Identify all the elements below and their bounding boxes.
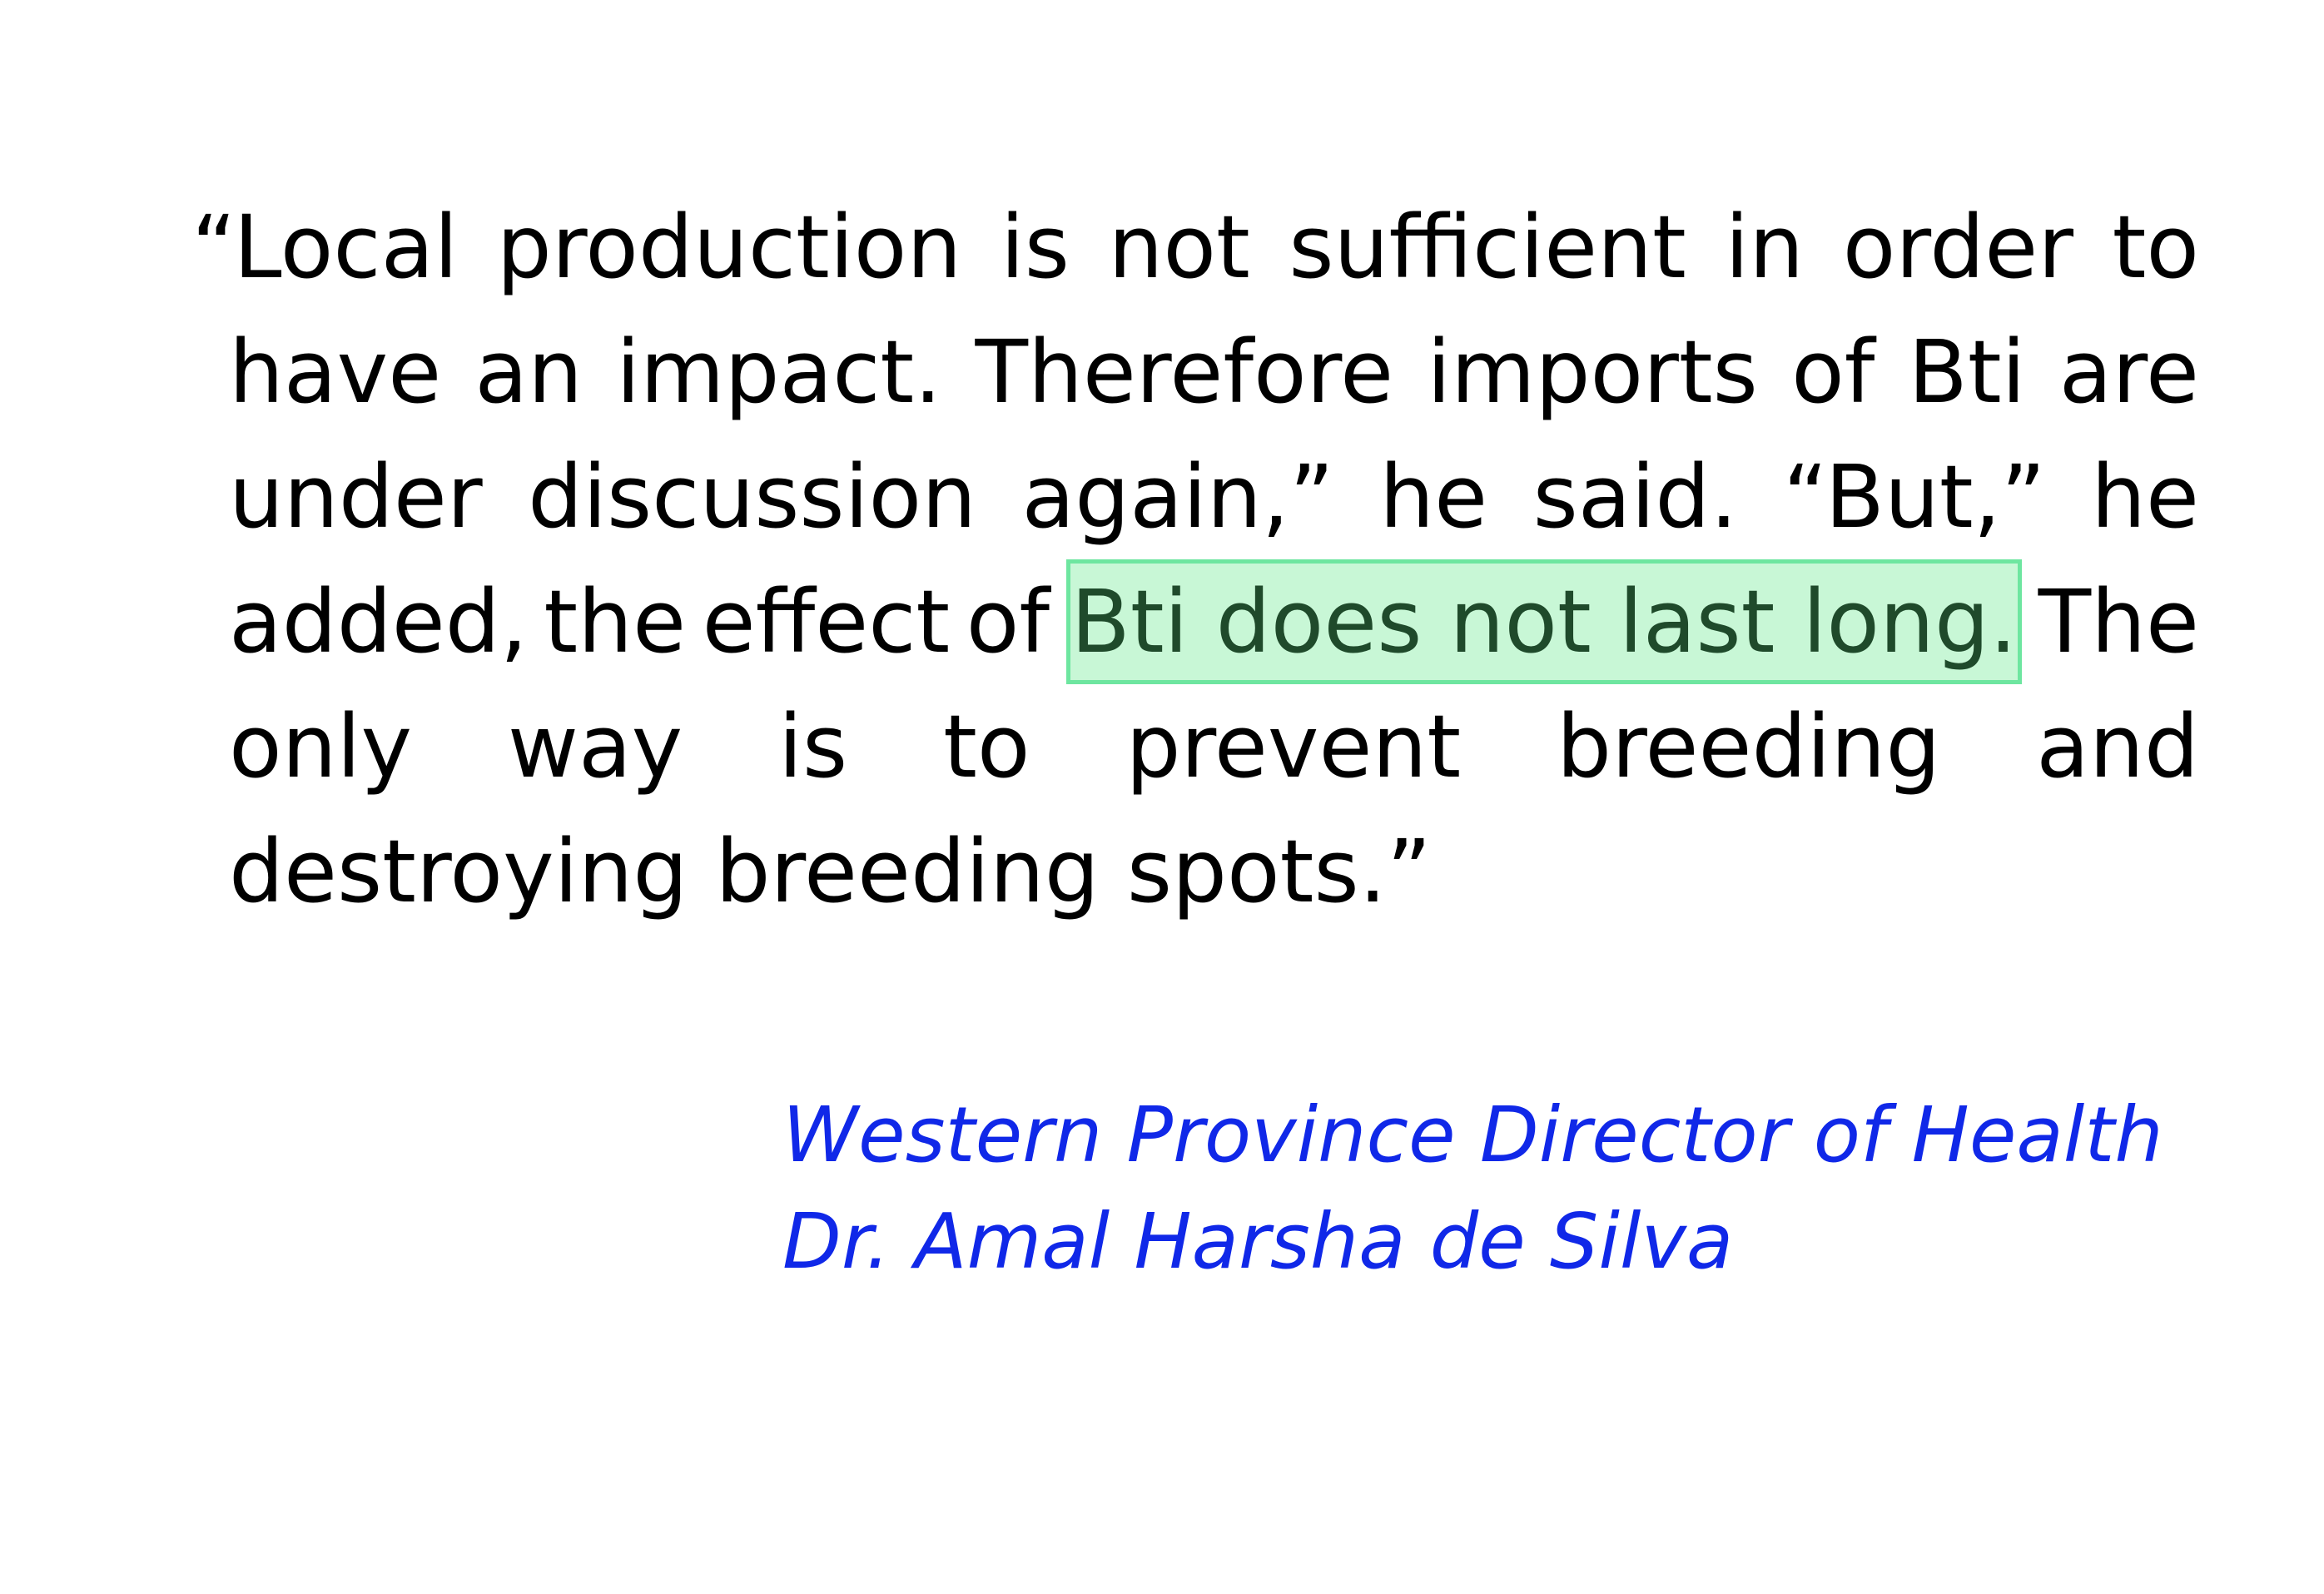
quote-word: he: [1379, 446, 1488, 548]
quote-word: “Local: [191, 196, 459, 298]
quote-word: said.: [1532, 446, 1738, 548]
attribution-name: Dr. Amal Harsha de Silva: [782, 1197, 1734, 1286]
quote-word: to: [943, 696, 1030, 797]
quote-word: Bti: [1908, 321, 2026, 423]
highlighted-phrase: Bti does not last long.: [1065, 559, 2023, 684]
quote-word: added,: [229, 571, 528, 673]
quote-word: to: [2112, 196, 2199, 298]
quote-word: way: [507, 696, 683, 797]
quote-word: is: [778, 696, 848, 797]
attribution: Western Province Director of Health Dr. …: [782, 1082, 2163, 1295]
quote-word: The: [2038, 571, 2199, 673]
quote-word: have: [229, 321, 442, 423]
attribution-title: Western Province Director of Health: [782, 1090, 2163, 1179]
quote-word: and: [2036, 696, 2199, 797]
quote-word: only: [229, 696, 412, 797]
quote-word: is: [1000, 196, 1070, 298]
quote-word: production: [496, 196, 962, 298]
quote-word: the: [544, 571, 687, 673]
quote-word: an: [474, 321, 583, 423]
quote-word: effect: [702, 571, 951, 673]
quote-word: of: [966, 571, 1050, 673]
quote-line: only way is to prevent breeding and: [191, 684, 2199, 809]
quote-word: of: [1791, 321, 1875, 423]
quote-line: added, the effect of Bti does not last l…: [191, 559, 2199, 684]
quote-word: Therefore: [975, 321, 1394, 423]
quote-word: breeding: [1557, 696, 1941, 797]
quote-word: destroying breeding spots.”: [229, 821, 1432, 922]
quote-word: sufficient: [1289, 196, 1686, 298]
quote-line: destroying breeding spots.”: [191, 809, 2199, 934]
quote-text: “Local production is not sufficient in o…: [191, 185, 2199, 934]
quote-word: under: [229, 446, 483, 548]
quote-word: he: [2091, 446, 2199, 548]
quote-word: are: [2058, 321, 2199, 423]
quote-word: prevent: [1125, 696, 1462, 797]
quote-line: have an impact. Therefore imports of Bti…: [191, 310, 2199, 435]
quote-word: discussion: [528, 446, 977, 548]
quote-word: “But,”: [1782, 446, 2046, 548]
quote-word: order: [1842, 196, 2074, 298]
quote-word: again,”: [1021, 446, 1334, 548]
quote-line: “Local production is not sufficient in o…: [191, 185, 2199, 310]
quote-line: under discussion again,” he said. “But,”…: [191, 435, 2199, 559]
quote-word: not: [1108, 196, 1250, 298]
quote-word: imports: [1427, 321, 1758, 423]
quote-word: in: [1725, 196, 1805, 298]
quote-word: impact.: [616, 321, 942, 423]
